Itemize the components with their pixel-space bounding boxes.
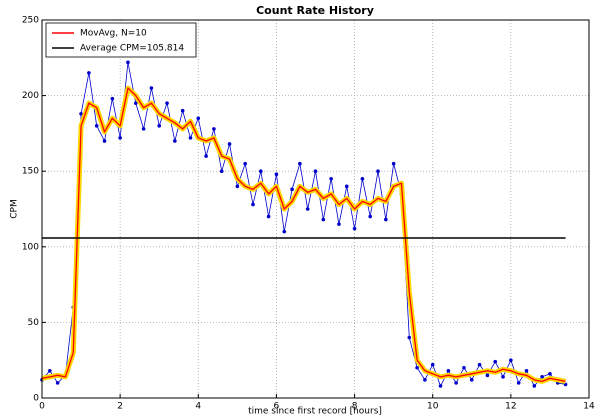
raw-point — [188, 136, 193, 140]
x-tick-label: 6 — [274, 402, 280, 412]
raw-point — [290, 187, 294, 192]
raw-point — [55, 381, 60, 385]
raw-point — [118, 136, 122, 140]
raw-point — [493, 359, 498, 364]
y-tick-label: 50 — [28, 318, 40, 328]
raw-point — [180, 108, 185, 113]
x-tick-label: 0 — [39, 402, 45, 412]
raw-point — [133, 101, 138, 105]
raw-point — [274, 172, 279, 177]
raw-point — [509, 358, 513, 363]
x-tick-label: 4 — [195, 402, 201, 412]
raw-point — [227, 142, 232, 146]
movavg-line — [41, 87, 566, 383]
x-tick-label: 12 — [505, 402, 516, 412]
x-tick-label: 14 — [583, 402, 595, 412]
raw-point — [298, 161, 302, 166]
legend-label: Average CPM=105.814 — [80, 44, 184, 54]
raw-point — [48, 368, 52, 373]
y-tick-label: 0 — [33, 394, 39, 404]
raw-point — [165, 101, 169, 105]
raw-point — [110, 96, 115, 101]
raw-point — [235, 184, 240, 189]
legend-label: MovAvg, N=10 — [80, 29, 147, 39]
raw-point — [157, 124, 162, 128]
raw-point — [446, 368, 451, 373]
x-tick-label: 10 — [427, 402, 439, 412]
raw-point — [173, 139, 177, 143]
legend-box — [45, 22, 197, 58]
raw-point — [259, 169, 263, 173]
raw-point — [337, 222, 341, 226]
raw-point — [391, 161, 396, 166]
raw-point — [516, 381, 521, 385]
raw-point — [313, 169, 318, 173]
x-axis-label: time since first record [hours] — [248, 407, 382, 417]
raw-point — [540, 375, 544, 379]
raw-point — [321, 217, 326, 222]
raw-point — [149, 86, 154, 90]
raw-point — [368, 214, 373, 219]
raw-point — [532, 384, 537, 388]
x-tick-label: 2 — [117, 402, 123, 412]
raw-point — [384, 217, 388, 222]
raw-point — [485, 373, 490, 378]
raw-point — [454, 381, 458, 385]
raw-point — [407, 335, 412, 340]
raw-point — [430, 362, 435, 367]
raw-point — [329, 176, 333, 181]
raw-point — [266, 214, 271, 219]
y-axis-label: CPM — [10, 199, 20, 218]
raw-point — [243, 161, 247, 166]
raw-point — [477, 362, 482, 367]
plot-frame — [41, 19, 590, 399]
raw-point — [305, 207, 310, 211]
raw-point — [219, 169, 224, 173]
y-tick-label: 250 — [22, 16, 39, 26]
raw-point — [282, 229, 287, 234]
raw-point — [376, 169, 380, 173]
raw-point — [212, 127, 216, 131]
raw-point — [196, 116, 201, 121]
y-tick-label: 100 — [22, 242, 39, 252]
raw-point — [438, 384, 443, 388]
raw-point — [423, 378, 427, 382]
raw-point — [204, 154, 208, 158]
raw-point — [94, 124, 99, 128]
raw-point — [251, 202, 255, 207]
raw-point — [352, 226, 357, 231]
raw-point — [126, 60, 130, 65]
raw-point — [548, 372, 552, 376]
raw-point — [501, 375, 505, 379]
raw-point — [141, 127, 146, 131]
raw-point — [87, 71, 91, 75]
raw-point — [360, 176, 365, 181]
raw-point — [344, 184, 349, 189]
raw-point — [102, 139, 107, 143]
raw-point — [469, 378, 474, 382]
raw-point — [462, 365, 466, 370]
raw-point — [524, 368, 529, 373]
raw-point — [79, 111, 83, 116]
y-tick-label: 150 — [22, 167, 39, 177]
y-tick-label: 200 — [22, 91, 39, 101]
chart-title: Count Rate History — [256, 4, 374, 17]
x-tick-label: 8 — [352, 402, 358, 412]
raw-point — [415, 365, 419, 370]
